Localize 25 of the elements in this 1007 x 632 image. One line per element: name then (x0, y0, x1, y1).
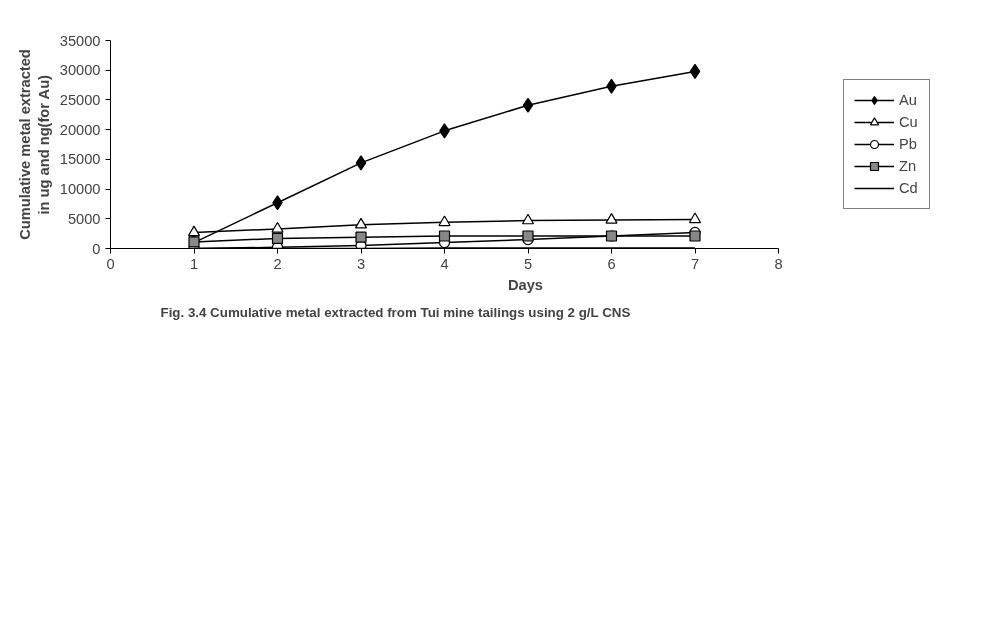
x-tick-label: 1 (189, 255, 199, 272)
y-tick-label: 5000 (67, 210, 101, 227)
legend-label: Cu (899, 114, 919, 130)
x-tick-label: 8 (774, 255, 783, 272)
legend-label: Au (899, 92, 918, 108)
x-tick-label: 3 (356, 255, 366, 272)
x-tick-label: 6 (607, 255, 616, 272)
x-tick-label: 2 (273, 255, 282, 272)
y-tick-label: 30000 (59, 62, 101, 79)
y-axis-title: Cumulative metal extracted in ug and ng(for Au) (16, 49, 52, 240)
legend-label: Pb (899, 136, 918, 152)
y-tick-label: 35000 (59, 32, 101, 49)
legend-label: Zn (899, 158, 918, 174)
y-tick-label: 25000 (59, 91, 101, 108)
x-tick-label: 4 (440, 255, 449, 272)
caption: Fig. 3.4 Cumulative metal extracted from Tui mine tailings using 2 g/L CNS (160, 305, 631, 320)
x-axis-title: Days (507, 276, 544, 293)
x-tick-label: 7 (690, 255, 700, 272)
y-tick-label: 20000 (59, 121, 101, 138)
legend-label: Cd (899, 180, 919, 196)
y-tick-label: 0 (92, 240, 101, 257)
x-tick-label: 0 (106, 255, 115, 272)
x-tick-label: 5 (523, 255, 533, 272)
y-tick-label: 10000 (59, 181, 101, 198)
y-tick-label: 15000 (59, 151, 101, 168)
